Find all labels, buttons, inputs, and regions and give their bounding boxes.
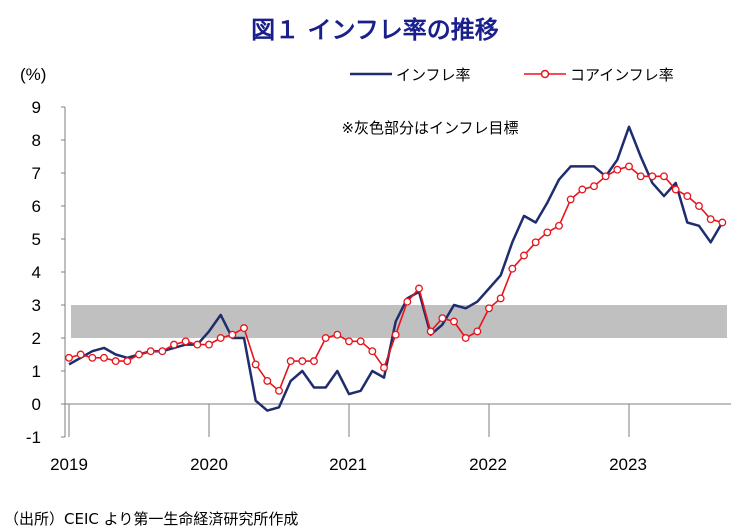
target-band xyxy=(71,305,727,338)
core-inflation-point xyxy=(485,304,493,313)
core-inflation-line xyxy=(68,165,723,392)
core-inflation-point xyxy=(671,185,680,194)
core-inflation-point xyxy=(566,195,575,204)
core-inflation-point xyxy=(601,172,610,181)
core-inflation-point xyxy=(695,202,703,210)
core-inflation-point xyxy=(391,330,400,339)
core-inflation-point xyxy=(181,337,190,346)
core-inflation-point xyxy=(613,165,622,174)
core-inflation-point xyxy=(298,357,307,366)
core-inflation-point xyxy=(65,353,73,362)
core-inflation-point xyxy=(251,360,260,369)
x-tick-label: 2022 xyxy=(469,455,507,474)
x-tick-label: 2021 xyxy=(329,455,367,474)
core-inflation-point xyxy=(461,334,470,342)
core-inflation-point xyxy=(310,357,318,366)
y-tick-label: 0 xyxy=(32,395,41,414)
core-inflation-point xyxy=(590,182,598,191)
y-axis-unit-label: (%) xyxy=(20,65,46,84)
core-inflation-point xyxy=(135,350,143,359)
legend: インフレ率 コアインフレ率 xyxy=(350,66,674,84)
core-inflation-point xyxy=(170,340,178,349)
y-tick-label: 2 xyxy=(32,329,41,348)
core-inflation-point xyxy=(555,221,563,230)
core-inflation-point xyxy=(706,215,715,224)
core-inflation-point xyxy=(216,334,225,342)
core-inflation-point xyxy=(345,337,353,346)
source-note: （出所）CEIC より第一生命経済研究所作成 xyxy=(4,510,298,528)
core-inflation-point xyxy=(415,284,423,293)
core-inflation-point xyxy=(578,185,587,194)
core-inflation-point xyxy=(193,340,202,349)
y-tick-label: 6 xyxy=(32,197,41,216)
core-inflation-point xyxy=(263,376,272,385)
core-inflation-point xyxy=(531,238,540,247)
core-inflation-point xyxy=(718,218,727,227)
core-inflation-point xyxy=(473,327,482,336)
core-inflation-point xyxy=(240,324,248,333)
core-inflation-point xyxy=(426,327,435,336)
core-inflation-point xyxy=(683,192,692,201)
core-inflation-point xyxy=(520,251,528,260)
core-inflation-point xyxy=(275,386,283,395)
y-tick-label: 4 xyxy=(32,263,41,282)
y-tick-label: 9 xyxy=(32,98,41,117)
y-tick-label: -1 xyxy=(26,428,41,447)
core-inflation-point xyxy=(158,347,167,356)
core-inflation-point xyxy=(356,337,365,346)
core-inflation-point xyxy=(333,330,342,339)
core-inflation-point xyxy=(450,317,458,326)
chart-title: 図１ インフレ率の推移 xyxy=(251,16,499,44)
legend-label-inflation: インフレ率 xyxy=(396,66,471,84)
core-inflation-point xyxy=(111,357,120,366)
target-band-layer xyxy=(71,305,727,338)
core-inflation-point xyxy=(100,353,108,362)
y-tick-label: 8 xyxy=(32,131,41,150)
core-inflation-point xyxy=(88,353,97,362)
series-layer xyxy=(65,125,727,412)
core-inflation-point xyxy=(625,162,633,171)
core-inflation-point xyxy=(228,330,237,339)
core-inflation-point xyxy=(648,172,657,181)
core-inflation-point xyxy=(403,297,412,306)
legend-label-core-inflation: コアインフレ率 xyxy=(570,66,674,84)
core-inflation-point xyxy=(660,172,668,181)
x-tick-label: 2023 xyxy=(609,455,647,474)
core-inflation-point xyxy=(146,347,155,356)
core-inflation-point xyxy=(321,334,330,342)
core-inflation-point xyxy=(76,350,85,359)
target-band-annotation: ※灰色部分はインフレ目標 xyxy=(341,119,518,137)
core-inflation-point xyxy=(496,294,505,303)
y-tick-label: 1 xyxy=(32,362,41,381)
x-tick-label: 2019 xyxy=(50,455,88,474)
core-inflation-point xyxy=(205,340,213,349)
axes-layer: -1 0 1 2 3 4 5 6 7 8 9 2019 2020 2021 2022 2023 xyxy=(26,98,731,474)
x-tick-label: 2020 xyxy=(190,455,228,474)
legend-marker-core-inflation xyxy=(540,69,550,79)
y-tick-label: 5 xyxy=(32,230,41,249)
core-inflation-point xyxy=(123,357,132,366)
core-inflation-point xyxy=(380,363,388,372)
y-tick-label: 7 xyxy=(32,164,41,183)
core-inflation-point xyxy=(368,347,377,356)
y-tick-label: 3 xyxy=(32,296,41,315)
core-inflation-point xyxy=(636,172,645,181)
core-inflation-point xyxy=(286,357,295,366)
core-inflation-point xyxy=(508,264,517,273)
inflation-line xyxy=(68,125,724,412)
core-inflation-point xyxy=(438,314,447,323)
core-inflation-point xyxy=(543,228,552,237)
